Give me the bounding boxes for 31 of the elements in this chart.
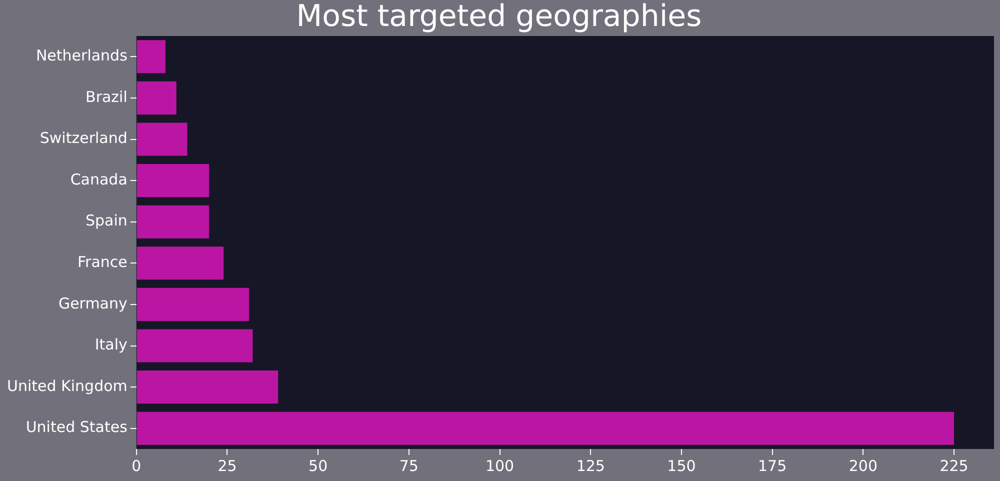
bar	[136, 246, 224, 280]
x-tick-label: 100	[485, 456, 514, 475]
y-tick-label: Switzerland	[40, 129, 128, 148]
x-tick-label: 25	[218, 456, 237, 475]
bar	[136, 412, 954, 445]
x-tick-label: 50	[308, 456, 328, 475]
y-tick-label: United States	[26, 418, 128, 436]
y-tick-label: Canada	[70, 170, 128, 188]
bar	[136, 288, 250, 321]
bar	[136, 164, 210, 198]
chart-title: Most targeted geographies	[296, 0, 702, 34]
y-tick-label: Netherlands	[36, 46, 128, 65]
y-tick-label: Germany	[58, 294, 128, 312]
bar	[136, 81, 176, 114]
y-tick-label: Spain	[85, 212, 128, 230]
x-tick-label: 225	[940, 456, 968, 475]
x-tick-label: 150	[667, 456, 696, 475]
y-tick-label: Italy	[94, 336, 128, 354]
x-tick-label: 200	[848, 456, 878, 475]
x-tick-label: 0	[132, 456, 142, 475]
bar	[136, 370, 278, 404]
x-tick-label: 75	[399, 456, 418, 475]
x-tick-label: 175	[758, 456, 787, 475]
bar	[136, 329, 253, 362]
y-tick-label: United Kingdom	[6, 376, 128, 395]
x-tick-label: 125	[576, 456, 605, 475]
bar	[136, 205, 210, 238]
y-tick-label: France	[78, 253, 128, 272]
bar	[136, 40, 166, 74]
y-tick-label: Brazil	[86, 88, 128, 106]
bar	[136, 122, 188, 156]
